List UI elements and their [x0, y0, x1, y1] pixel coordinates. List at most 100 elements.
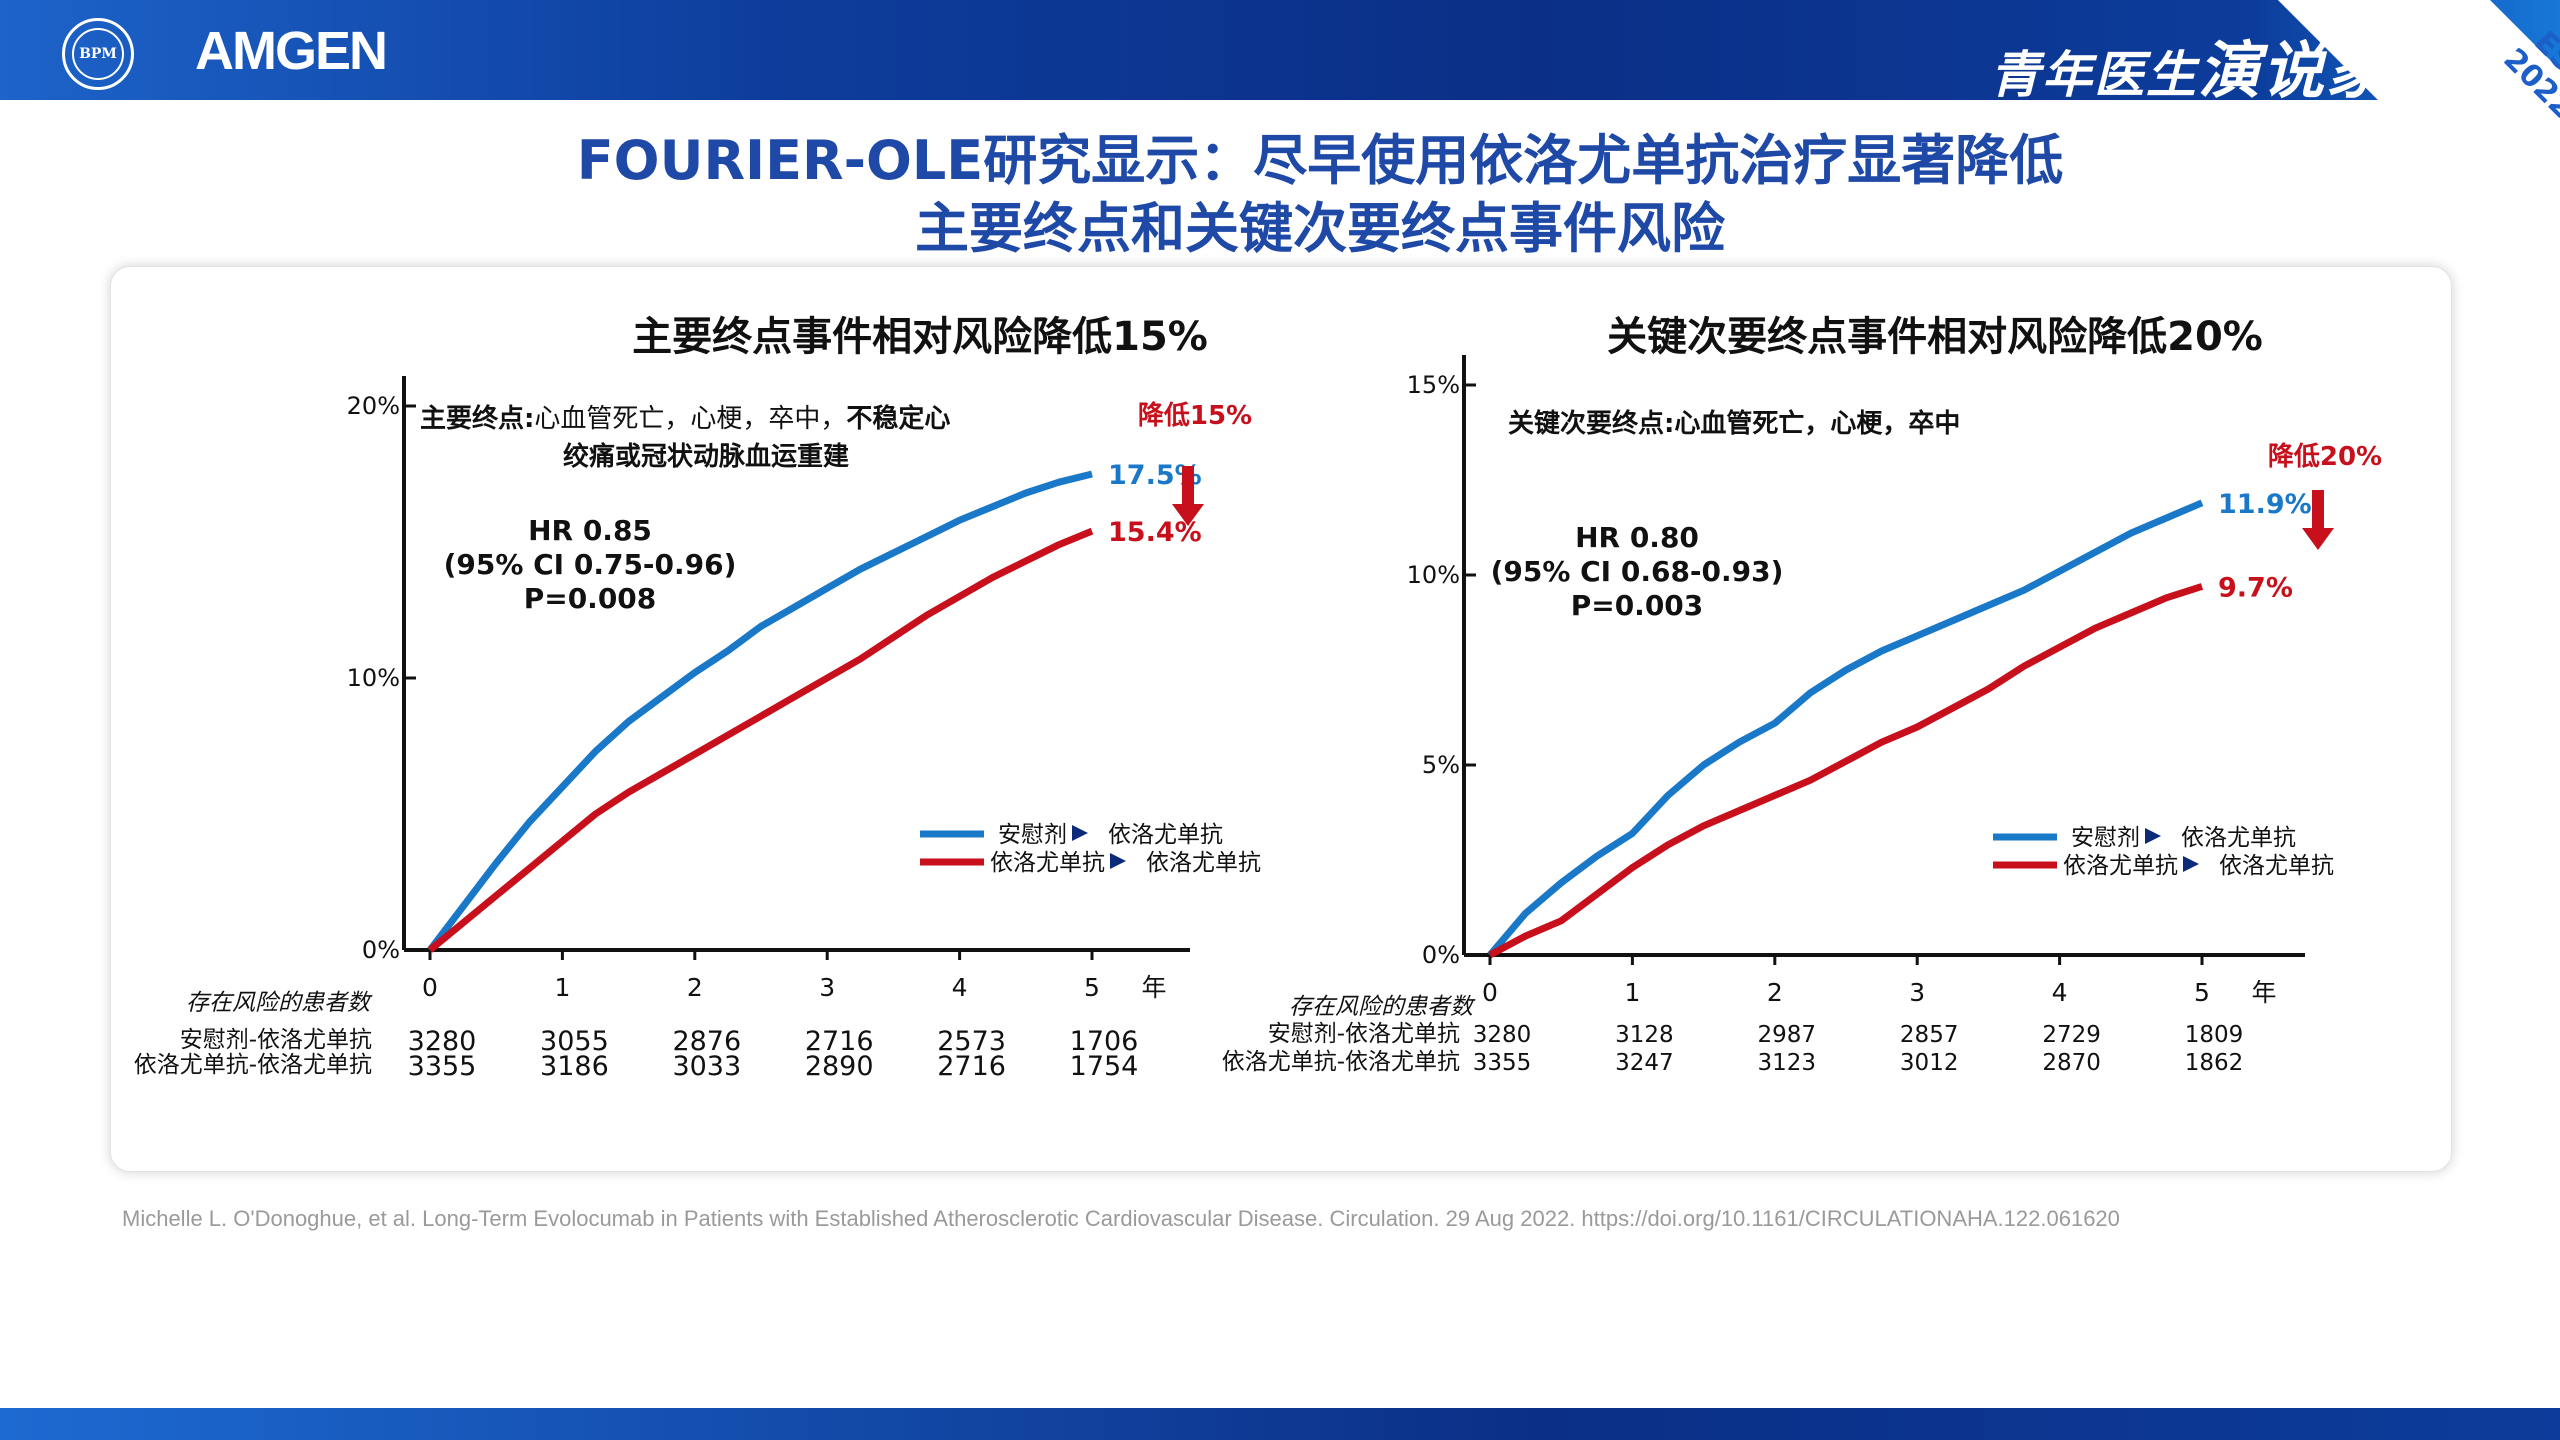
chart1-series-line-evolocumab: [427, 527, 1094, 953]
chart1-risk-value: 1754: [1070, 1051, 1139, 1082]
citation: Michelle L. O'Donoghue, et al. Long-Term…: [122, 1206, 2120, 1231]
chart1-reduction-arrow-icon: [1172, 466, 1204, 526]
chart1-legend-label-a: 依洛尤单抗: [990, 850, 1105, 876]
chart2-endpoint-text: 心血管死亡，心梗，卒中: [1674, 408, 1960, 439]
footer-bar: [0, 1408, 2560, 1440]
chart1-endpoint-line1: 主要终点:心血管死亡，心梗，卒中，不稳定心: [420, 403, 950, 434]
chart1-x-tick-label: 0: [422, 973, 438, 1002]
chart1-risk-value: 2716: [805, 1026, 874, 1057]
chart2-y-tick-label: 0%: [1422, 941, 1460, 969]
chart1-endpoint-label: 主要终点:: [420, 403, 534, 434]
chart2-risk-value: 3247: [1615, 1050, 1674, 1076]
chart1-risk-value: 2573: [937, 1026, 1006, 1057]
chart1-endpoint-line2: 绞痛或冠状动脉血运重建: [563, 441, 849, 472]
chart1-risk-value: 3055: [540, 1026, 609, 1057]
chart1-risk-value: 2716: [937, 1051, 1006, 1082]
chart2-risk-value: 1809: [2185, 1022, 2244, 1048]
chart2-series-line-placebo: [1487, 499, 2204, 958]
chart2-x-axis-label: 年: [2251, 978, 2276, 1007]
chart1-legend-label-a: 安慰剂: [998, 822, 1067, 848]
chart2-risk-value: 3123: [1758, 1050, 1817, 1076]
chart1-series-line-placebo: [427, 470, 1093, 953]
chart1-risk-table-header: 存在风险的患者数: [186, 990, 373, 1016]
chart1-risk-value: 2890: [805, 1051, 874, 1082]
chart2-endpoint-line1: 关键次要终点:心血管死亡，心梗，卒中: [1508, 408, 1960, 439]
header-bar: BPM AMGEN 青年医生演说家: [0, 0, 2560, 107]
chart2-risk-value: 3128: [1615, 1022, 1674, 1048]
chart2-risk-value: 2729: [2042, 1022, 2101, 1048]
chart2-legend-label-a: 安慰剂: [2071, 825, 2140, 851]
chart1-endpoint-text: 心血管死亡，心梗，卒中，: [534, 404, 846, 434]
chart1-legend-arrow-icon: [1072, 825, 1088, 841]
chart2-risk-table-header: 存在风险的患者数: [1289, 994, 1476, 1020]
chart2-risk-value: 1862: [2185, 1050, 2244, 1076]
bpm-logo: BPM: [62, 18, 134, 90]
chart1-stat-line: (95% CI 0.75-0.96): [444, 548, 737, 581]
chart1-risk-row-label: 依洛尤单抗-依洛尤单抗: [134, 1052, 372, 1078]
chart-card: [110, 266, 2452, 1172]
chart2-y-tick-label: 5%: [1422, 751, 1460, 779]
chart1-reduction-label: 降低15%: [1138, 401, 1252, 431]
chart2-risk-value: 2857: [1900, 1022, 1959, 1048]
chart2-y-tick-label: 15%: [1407, 371, 1460, 399]
chart1-x-tick-label: 2: [687, 973, 703, 1002]
chart2-endpoint-label: 关键次要终点:: [1508, 408, 1674, 439]
chart1-x-tick-label: 4: [952, 973, 968, 1002]
chart2-x-tick-label: 5: [2194, 978, 2210, 1007]
chart1-legend-label-b: 依洛尤单抗: [1108, 822, 1223, 848]
chart1-y-tick-label: 10%: [347, 664, 400, 692]
chart2-series-line-evolocumab: [1488, 583, 2204, 959]
chart1-endpoint-text-bold: 不稳定心: [846, 403, 950, 434]
chart1-y-tick-label: 0%: [362, 936, 400, 964]
chart1-stat-line: P=0.008: [524, 582, 657, 615]
chart2-legend-label-a: 依洛尤单抗: [2063, 853, 2178, 879]
bpm-logo-text: BPM: [72, 28, 124, 80]
chart1-x-tick-label: 1: [554, 973, 570, 1002]
chart1-y-tick-label: 20%: [347, 392, 400, 420]
chart2-risk-value: 3012: [1900, 1050, 1959, 1076]
chart2-title: 关键次要终点事件相对风险降低20%: [1607, 314, 2263, 360]
chart1-x-tick-label: 3: [819, 973, 835, 1002]
chart1-x-axis-label: 年: [1141, 973, 1166, 1002]
chart1-risk-value: 3280: [408, 1026, 477, 1057]
chart1-risk-value: 3033: [672, 1051, 741, 1082]
chart1-risk-value: 2876: [672, 1026, 741, 1057]
chart2-stat-line: (95% CI 0.68-0.93): [1491, 555, 1784, 588]
chart2-reduction-arrow-icon: [2302, 490, 2334, 550]
slide-title-line2: 主要终点和关键次要终点事件风险: [915, 197, 1725, 260]
chart2-stat-line: HR 0.80: [1575, 521, 1699, 554]
chart1-x-tick-label: 5: [1084, 973, 1100, 1002]
chart1-legend-arrow-icon: [1110, 853, 1126, 869]
chart2-end-value-label: 9.7%: [2218, 572, 2293, 603]
chart2-legend-label-b: 依洛尤单抗: [2181, 825, 2296, 851]
chart2-legend-arrow-icon: [2145, 828, 2161, 844]
chart2-x-tick-label: 2: [1767, 978, 1783, 1007]
slide-title-line1: FOURIER-OLE研究显示：尽早使用依洛尤单抗治疗显著降低: [576, 129, 2064, 192]
chart2-risk-value: 3355: [1473, 1050, 1532, 1076]
chart1-stat-line: HR 0.85: [528, 514, 652, 547]
amgen-logo: AMGEN: [195, 21, 388, 81]
chart2-risk-row-label: 安慰剂-依洛尤单抗: [1268, 1021, 1460, 1047]
chart2-x-tick-label: 1: [1624, 978, 1640, 1007]
chart2-risk-value: 2987: [1758, 1022, 1817, 1048]
chart2-x-tick-label: 0: [1482, 978, 1498, 1007]
chart2-legend-arrow-icon: [2183, 856, 2199, 872]
chart2-risk-value: 3280: [1473, 1022, 1532, 1048]
chart2-stat-line: P=0.003: [1571, 589, 1704, 622]
chart1-risk-row-label: 安慰剂-依洛尤单抗: [180, 1027, 372, 1053]
chart1-risk-value: 3355: [408, 1051, 477, 1082]
chart1-legend-label-b: 依洛尤单抗: [1146, 850, 1261, 876]
chart2-x-tick-label: 4: [2052, 978, 2068, 1007]
chart1-risk-value: 3186: [540, 1051, 609, 1082]
chart2-y-tick-label: 10%: [1407, 561, 1460, 589]
chart2-end-value-label: 11.9%: [2218, 489, 2312, 520]
chart1-title: 主要终点事件相对风险降低15%: [632, 314, 1208, 360]
chart2-x-tick-label: 3: [1909, 978, 1925, 1007]
chart2-risk-value: 2870: [2042, 1050, 2101, 1076]
chart2-legend-label-b: 依洛尤单抗: [2219, 853, 2334, 879]
program-name: 青年医生: [1990, 46, 2198, 104]
chart2-reduction-label: 降低20%: [2268, 442, 2382, 472]
chart2-risk-row-label: 依洛尤单抗-依洛尤单抗: [1222, 1049, 1460, 1075]
chart1-risk-value: 1706: [1070, 1026, 1139, 1057]
